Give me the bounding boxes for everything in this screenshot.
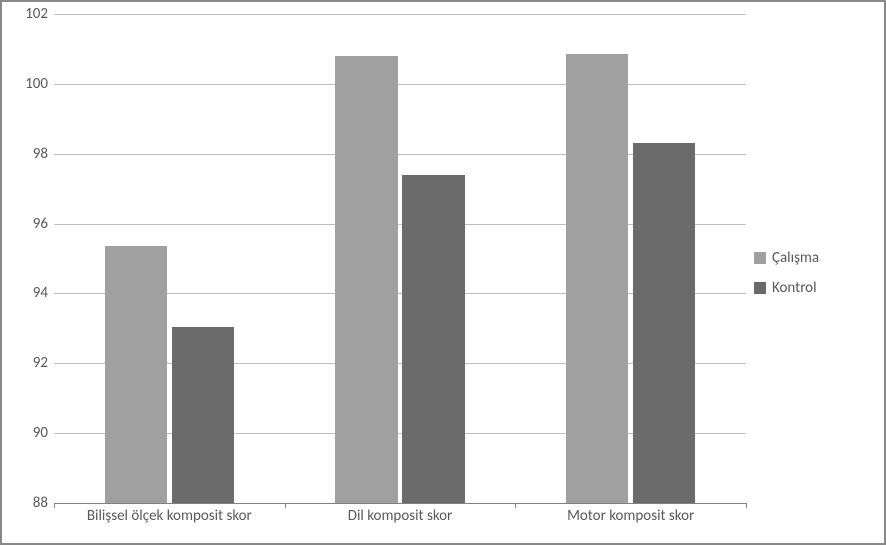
y-tick-label: 98 [33, 145, 48, 163]
y-tick-label: 96 [33, 215, 48, 233]
x-tick-label: Motor komposit skor [567, 507, 694, 525]
plot-area: 889092949698100102 [12, 14, 746, 503]
y-axis: 889092949698100102 [12, 14, 54, 503]
legend: Çalışma Kontrol [746, 14, 874, 531]
y-tick-label: 94 [33, 284, 48, 302]
x-tick-mark [746, 503, 747, 508]
legend-item: Kontrol [754, 279, 874, 297]
y-tick-label: 100 [25, 75, 48, 93]
y-tick-label: 90 [33, 424, 48, 442]
bar [633, 143, 695, 503]
x-axis: Bilişsel ölçek komposit skor Dil komposit… [54, 503, 746, 531]
bars-layer [54, 14, 746, 503]
plot-column: 889092949698100102 Bilişsel ölçek kompos… [12, 14, 746, 531]
y-tick-label: 88 [33, 494, 48, 512]
legend-swatch [754, 252, 766, 264]
bar [402, 175, 464, 503]
chart-wrap: 889092949698100102 Bilişsel ölçek kompos… [12, 14, 874, 531]
x-tick-label: Dil komposit skor [348, 507, 453, 525]
legend-label: Kontrol [772, 279, 817, 297]
bar [335, 56, 397, 503]
bar [566, 54, 628, 503]
chart-container: 88 90 92 94 96 98 100 102 Bilişsel ölçek kompos… [0, 0, 886, 545]
legend-item: Çalışma [754, 249, 874, 267]
legend-swatch [754, 282, 766, 294]
y-tick-label: 92 [33, 354, 48, 372]
bar [105, 246, 167, 503]
y-tick-label: 102 [25, 5, 48, 23]
legend-label: Çalışma [772, 249, 819, 267]
bar [172, 327, 234, 503]
x-tick-label: Bilişsel ölçek komposit skor [87, 507, 252, 525]
